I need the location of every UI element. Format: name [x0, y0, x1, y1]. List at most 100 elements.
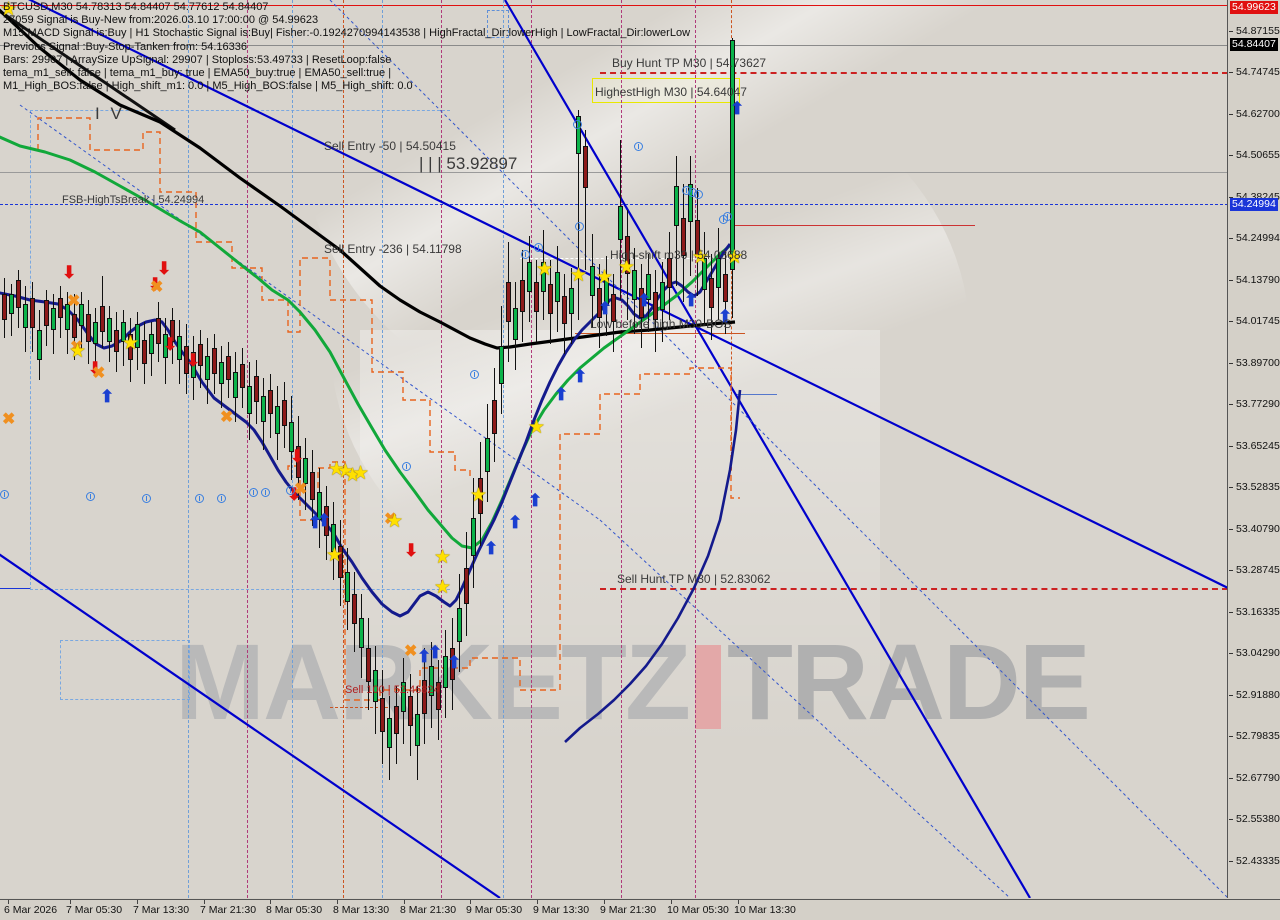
- fractal-circle: [719, 215, 728, 224]
- time-tick: [270, 900, 271, 904]
- fractal-circle: [575, 222, 584, 231]
- vline-session-4: [441, 0, 442, 898]
- fractal-circle: [249, 488, 258, 497]
- time-tick-label: 6 Mar 2026: [4, 904, 58, 916]
- vline-session-7: [247, 0, 248, 898]
- time-tick-label: 7 Mar 21:30: [200, 904, 257, 916]
- sell-arrow: ⬇: [88, 359, 103, 378]
- price-label-highlight: 54.24994: [1230, 198, 1278, 211]
- cross-marker: ✖: [2, 411, 16, 428]
- vline-session-1: [188, 0, 189, 898]
- price-tick-label: 54.62700: [1236, 108, 1280, 120]
- star-marker: ★: [344, 465, 362, 486]
- price-tick-label: 53.89700: [1236, 357, 1280, 369]
- info-panel: BTCUSD,M30 54.78313 54.84407 54.77612 54…: [3, 1, 690, 93]
- box-light-blue-2: [60, 640, 190, 700]
- price-tick: [1229, 238, 1233, 239]
- price-tick-label: 54.50655: [1236, 149, 1280, 161]
- vline-session-5: [531, 0, 532, 898]
- star-marker: ★: [596, 267, 614, 288]
- star-marker: ★: [536, 259, 554, 280]
- watermark-text-2: TRADE: [726, 621, 1091, 742]
- star-marker: ★: [352, 463, 370, 484]
- price-tick: [1229, 612, 1233, 613]
- price-tick-label: 53.52835: [1236, 481, 1280, 493]
- time-tick-label: 9 Mar 05:30: [466, 904, 523, 916]
- buy-arrow: ⬆: [308, 513, 323, 532]
- price-tick: [1229, 570, 1233, 571]
- star-marker: ★: [618, 257, 636, 278]
- price-tick: [1229, 487, 1233, 488]
- vline-session-8: [621, 0, 622, 898]
- fractal-circle: [286, 486, 295, 495]
- price-tick: [1229, 736, 1233, 737]
- time-tick: [738, 900, 739, 904]
- vline-session-6: [343, 0, 344, 898]
- annotation-high-shift-m30: High-shift m30 | 54.03688: [610, 248, 748, 262]
- sell-arrow: ⬇: [148, 275, 163, 294]
- cross-marker: ✖: [70, 339, 84, 356]
- buy-arrow: ⬆: [528, 491, 543, 510]
- chart-plot-area[interactable]: MARKETZTRADE: [0, 0, 1228, 898]
- fractal-circle: [470, 370, 479, 379]
- price-tick: [1229, 404, 1233, 405]
- star-marker: ★: [434, 547, 452, 568]
- price-tick: [1229, 529, 1233, 530]
- buy-arrow: ⬆: [554, 385, 569, 404]
- price-tick-label: 53.40790: [1236, 523, 1280, 535]
- price-tick-label: 54.74745: [1236, 66, 1280, 78]
- time-scale[interactable]: 6 Mar 2026 7 Mar 05:30 7 Mar 13:30 7 Mar 21…: [0, 899, 1280, 920]
- annotation-sell-hunt-tp: Sell Hunt TP M30 | 52.83062: [617, 572, 771, 586]
- price-tick: [1229, 819, 1233, 820]
- time-tick-label: 9 Mar 13:30: [533, 904, 590, 916]
- cross-marker: ✖: [384, 511, 398, 528]
- price-tick: [1229, 280, 1233, 281]
- time-tick-label: 7 Mar 05:30: [66, 904, 123, 916]
- time-tick-label: 9 Mar 21:30: [600, 904, 657, 916]
- fractal-circle: [694, 190, 703, 199]
- time-tick: [8, 900, 9, 904]
- price-tick-label: 53.04290: [1236, 647, 1280, 659]
- annotation-low-before-high: Low before high M30-BOS: [590, 317, 732, 331]
- price-tick-label: 52.55380: [1236, 813, 1280, 825]
- price-tick: [1229, 778, 1233, 779]
- cross-marker: ✖: [92, 365, 106, 382]
- time-tick-label: 7 Mar 13:30: [133, 904, 190, 916]
- annotation-highest-high: HighestHigh M30 | 54.64047: [595, 85, 747, 99]
- fractal-circle: [402, 462, 411, 471]
- price-scale[interactable]: 54.99623 54.84407 54.24994 54.87155 54.74…: [1229, 0, 1280, 898]
- cross-marker: ✖: [404, 643, 418, 660]
- fractal-circle: [195, 494, 204, 503]
- price-tick: [1229, 363, 1233, 364]
- buy-arrow: ⬆: [417, 647, 432, 666]
- buy-arrow: ⬆: [100, 387, 115, 406]
- price-tick: [1229, 861, 1233, 862]
- star-marker: ★: [326, 545, 344, 566]
- price-label-current: 54.84407: [1230, 38, 1278, 51]
- star-marker: ★: [726, 247, 744, 268]
- time-tick: [337, 900, 338, 904]
- time-tick-label: 8 Mar 13:30: [333, 904, 390, 916]
- star-marker: ★: [386, 511, 404, 532]
- buy-arrow: ⬆: [718, 307, 733, 326]
- buy-arrow: ⬆: [730, 99, 745, 118]
- time-tick-label: 10 Mar 05:30: [667, 904, 729, 916]
- time-tick: [137, 900, 138, 904]
- fractal-circle: [0, 490, 9, 499]
- time-tick: [604, 900, 605, 904]
- star-marker: ★: [0, 0, 18, 20]
- price-tick-label: 52.67790: [1236, 772, 1280, 784]
- buy-arrow: ⬆: [447, 653, 462, 672]
- price-tick: [1229, 72, 1233, 73]
- time-tick: [70, 900, 71, 904]
- info-line-6: M1_High_BOS:false | High_shift_m1: 0.0 |…: [3, 80, 413, 93]
- fractal-circle: [634, 142, 643, 151]
- time-tick-label: 8 Mar 05:30: [266, 904, 323, 916]
- level-low-before-high-bos: [575, 333, 745, 334]
- price-tick-label: 54.24994: [1236, 232, 1280, 244]
- info-line-4: Bars: 29907 | ArraySize UpSignal: 29907 …: [3, 53, 392, 66]
- annotation-sell-entry-236: Sell Entry -236 | 54.11798: [324, 242, 462, 256]
- sell-arrow: ⬇: [404, 541, 419, 560]
- cross-marker: ✖: [294, 481, 308, 498]
